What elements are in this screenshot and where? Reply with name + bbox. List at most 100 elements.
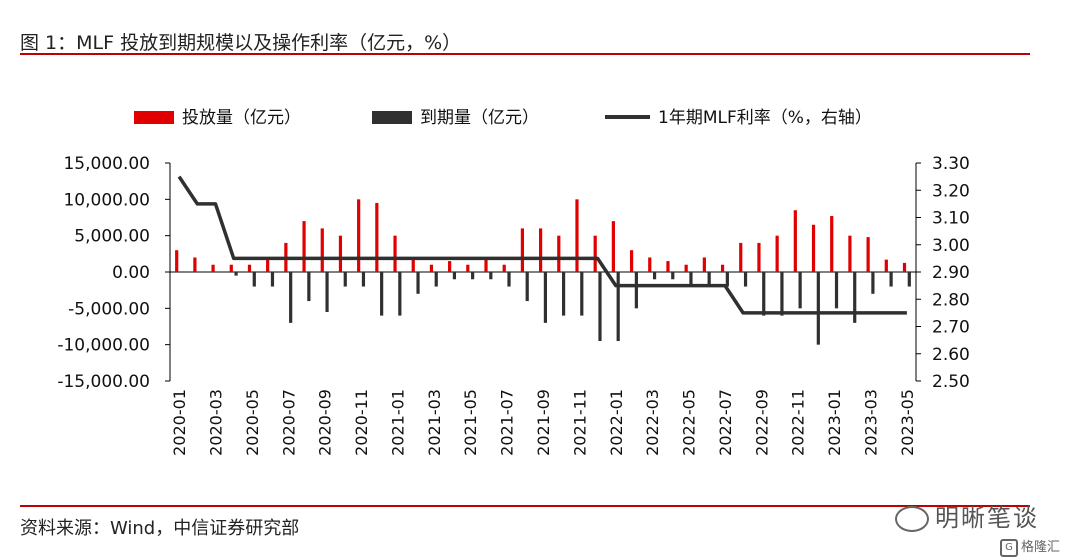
issue-bar <box>848 235 852 272</box>
issue-bar <box>902 262 907 272</box>
maturity-bar <box>616 272 620 342</box>
maturity-bar <box>234 272 238 276</box>
maturity-bar <box>671 272 675 280</box>
watermark: 明晰笔谈 <box>895 498 1039 533</box>
bottom-rule <box>20 505 1030 507</box>
maturity-bar <box>743 272 748 287</box>
maturity-bar <box>725 272 729 287</box>
issue-bar <box>247 264 252 272</box>
issue-bar <box>666 261 670 272</box>
x-tick-label: 2022-01 <box>607 389 626 456</box>
x-tick-label: 2020-01 <box>170 389 189 456</box>
watermark-text: 明晰笔谈 <box>935 504 1039 532</box>
x-tick-label: 2020-09 <box>316 389 335 456</box>
issue-bar <box>429 264 434 272</box>
x-tick-label: 2022-11 <box>789 389 808 456</box>
issue-bar <box>175 250 179 272</box>
maturity-bar <box>561 272 566 316</box>
x-tick-label: 2020-05 <box>243 389 262 456</box>
y-right-tick-label: 3.10 <box>932 209 970 229</box>
maturity-bar <box>907 272 911 287</box>
maturity-bar <box>780 272 784 316</box>
legend-label-maturity: 到期量（亿元） <box>420 108 539 128</box>
issue-bar <box>702 257 706 272</box>
brand-text: 格隆汇 <box>1021 540 1061 555</box>
x-tick-label: 2021-01 <box>388 389 407 456</box>
issue-bar <box>830 216 834 272</box>
rate-line <box>177 175 907 315</box>
maturity-bar <box>325 272 329 312</box>
issue-bar <box>557 235 561 272</box>
maturity-bar <box>289 272 293 323</box>
source-note: 资料来源：Wind，中信证券研究部 <box>20 518 300 539</box>
x-tick-label: 2023-01 <box>825 389 844 456</box>
x-tick-label: 2021-03 <box>425 389 444 456</box>
y-left-tick-label: 5,000.00 <box>74 227 150 247</box>
maturity-bar <box>343 272 347 287</box>
issue-bar <box>684 264 688 272</box>
y-right-tick-label: 3.20 <box>932 181 970 201</box>
maturity-bar <box>270 272 275 287</box>
issue-bar <box>466 264 470 272</box>
maturity-bar <box>580 272 584 316</box>
maturity-bar <box>543 272 547 323</box>
maturity-bar <box>361 272 366 287</box>
x-tick-label: 2020-07 <box>279 389 298 456</box>
issue-bar <box>575 199 579 272</box>
issue-bar <box>320 228 324 272</box>
issue-bar <box>775 235 779 272</box>
maturity-bar <box>416 272 420 294</box>
x-tick-label: 2021-05 <box>461 389 480 456</box>
y-right-tick-label: 3.30 <box>932 154 970 174</box>
maturity-bar <box>489 272 493 280</box>
y-right-tick-label: 2.60 <box>932 345 970 365</box>
y-right-tick-label: 2.50 <box>932 372 970 392</box>
maturity-bar <box>816 272 820 345</box>
mlf-chart: 投放量（亿元） 到期量（亿元） 1年期MLF利率（%，右轴） 15,000.00… <box>57 108 970 456</box>
issue-bar <box>448 261 452 272</box>
issue-bar <box>393 235 397 272</box>
issue-bar <box>611 221 615 272</box>
x-tick-label: 2022-05 <box>680 389 699 456</box>
issue-bar <box>866 237 870 272</box>
legend-swatch-issue <box>134 111 174 124</box>
maturity-bar <box>380 272 384 316</box>
issue-bar <box>193 257 197 272</box>
issue-bar <box>757 242 761 272</box>
maturity-bar <box>598 272 602 342</box>
maturity-bar <box>471 272 475 280</box>
legend-label-issue: 投放量（亿元） <box>182 108 301 128</box>
x-tick-label: 2021-07 <box>498 389 517 456</box>
issue-bar <box>884 259 888 272</box>
issue-bar <box>266 257 270 272</box>
x-tick-label: 2022-03 <box>643 389 662 456</box>
issue-bar <box>539 228 543 272</box>
x-tick-label: 2020-11 <box>352 389 371 456</box>
maturity-bar <box>452 272 457 280</box>
maturity-bar <box>525 272 529 302</box>
y-left-tick-label: -5,000.00 <box>68 299 150 319</box>
issue-bar <box>520 228 525 272</box>
x-tick-label: 2021-11 <box>570 389 589 456</box>
x-tick-label: 2020-03 <box>207 389 226 456</box>
issue-bar <box>502 264 506 272</box>
issue-bar <box>357 199 361 272</box>
maturity-bar <box>252 272 256 287</box>
issue-bar <box>793 210 797 272</box>
issue-bar <box>411 257 415 272</box>
y-right-tick-label: 2.90 <box>932 263 970 283</box>
maturity-bar <box>434 272 438 287</box>
maturity-bar <box>652 272 657 280</box>
y-left-tick-label: 0.00 <box>112 263 150 283</box>
y-right-tick-label: 3.00 <box>932 236 970 256</box>
y-right-tick-label: 2.70 <box>932 318 970 338</box>
legend-swatch-maturity <box>372 111 412 124</box>
chat-bubble-icon <box>895 506 929 532</box>
brand-logo-icon: G <box>1000 538 1018 557</box>
maturity-bar <box>871 272 875 294</box>
legend-label-rate: 1年期MLF利率（%，右轴） <box>658 108 872 128</box>
x-tick-label: 2022-09 <box>752 389 771 456</box>
issue-bar <box>338 235 343 272</box>
maturity-bar <box>889 272 893 287</box>
x-tick-label: 2021-09 <box>534 389 553 456</box>
